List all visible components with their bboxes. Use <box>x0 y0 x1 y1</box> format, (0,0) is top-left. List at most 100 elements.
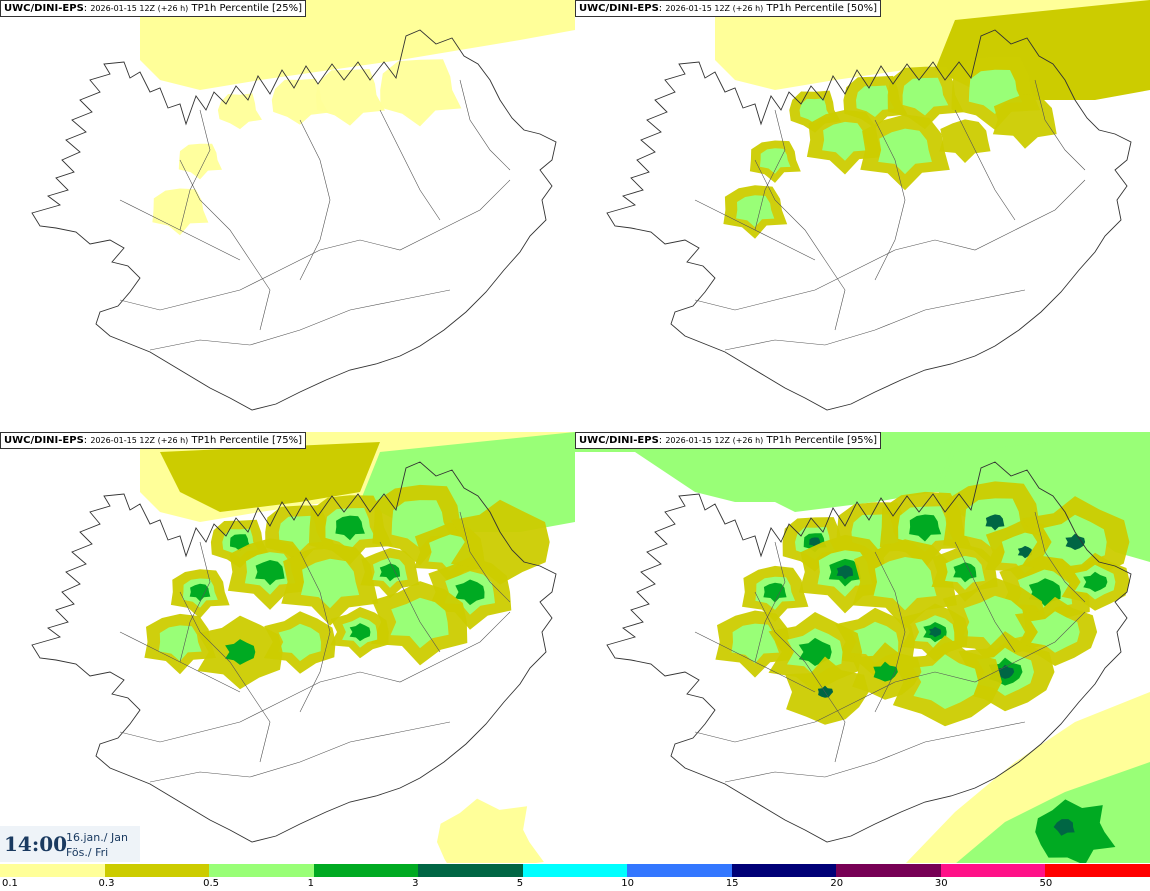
precip-area <box>817 685 834 698</box>
legend-tick-label: 1 <box>307 878 314 889</box>
precip-area <box>230 534 251 552</box>
precip-area <box>391 500 450 549</box>
road-line <box>754 159 846 331</box>
road-line <box>754 109 786 231</box>
road-line <box>379 541 441 653</box>
sea-precip-area <box>140 0 575 90</box>
legend-color-bar <box>0 864 1150 877</box>
legend-tick-label: 0.5 <box>203 878 219 889</box>
road-line <box>874 119 906 281</box>
legend-tick-label: 15 <box>725 878 739 889</box>
road-line <box>179 541 211 663</box>
precip-area <box>996 664 1015 679</box>
road-line <box>874 551 906 713</box>
precip-area <box>178 143 222 180</box>
precip-area <box>856 85 895 117</box>
legend-tick-label: 30 <box>934 878 948 889</box>
precip-area <box>968 69 1023 114</box>
valid-weekday: Fös./ Fri <box>66 846 109 859</box>
map-panel-p25: UWC/DINI-EPS: 2026-01-15 12Z (+26 h) TP1… <box>0 0 575 432</box>
precip-area <box>909 514 942 542</box>
precip-area <box>450 499 550 585</box>
precip-area <box>878 128 932 175</box>
sea-precip-area <box>1053 819 1075 836</box>
legend-swatch <box>627 864 732 877</box>
precip-area <box>953 562 977 583</box>
legend-tick-label: 0.1 <box>2 878 18 889</box>
legend-tick-label: 0.3 <box>98 878 115 889</box>
road-line <box>694 179 1086 311</box>
road-line <box>724 289 1026 351</box>
coastline <box>31 461 557 843</box>
precip-area <box>379 563 401 582</box>
coastline <box>606 29 1132 411</box>
legend-swatch <box>209 864 314 877</box>
precip-map <box>31 432 575 864</box>
legend-tick-label: 50 <box>1039 878 1053 889</box>
precip-area <box>985 514 1005 531</box>
valid-time: 14:00 <box>4 832 68 856</box>
precip-area <box>255 560 285 586</box>
precip-map <box>31 0 575 411</box>
precip-area <box>455 579 485 606</box>
map-panel-p50: UWC/DINI-EPS: 2026-01-15 12Z (+26 h) TP1… <box>575 0 1150 432</box>
road-line <box>379 109 441 221</box>
legend-swatch <box>0 864 105 877</box>
road-line <box>954 541 1016 653</box>
precip-area <box>992 93 1057 149</box>
legend-swatch <box>104 864 210 877</box>
valid-time-box: 14:00 16.jan./ Jan Fös./ Fri <box>0 826 140 862</box>
precip-area <box>271 78 329 125</box>
precip-area <box>315 69 385 126</box>
road-line <box>149 289 451 351</box>
precip-area <box>349 623 371 642</box>
precip-area <box>380 59 462 127</box>
coastline <box>606 461 1132 843</box>
road-line <box>1034 79 1086 171</box>
precip-area <box>902 77 949 116</box>
precip-area <box>217 93 262 130</box>
precip-area <box>809 537 821 548</box>
map-panel-p95: UWC/DINI-EPS: 2026-01-15 12Z (+26 h) TP1… <box>575 432 1150 864</box>
road-line <box>179 591 271 763</box>
legend-swatch <box>313 864 419 877</box>
road-line <box>754 591 846 763</box>
legend-swatch <box>522 864 628 877</box>
road-line <box>459 511 511 603</box>
sea-precip-area <box>160 442 380 512</box>
road-line <box>149 721 451 783</box>
road-line <box>724 721 1026 783</box>
legend-swatch <box>731 864 837 877</box>
sea-precip-area <box>437 798 544 864</box>
legend-swatch <box>836 864 941 877</box>
precip-area <box>390 597 449 649</box>
precip-area <box>836 565 854 580</box>
sea-precip-area <box>1035 799 1116 864</box>
precip-map <box>606 0 1150 411</box>
precip-area <box>763 582 787 603</box>
road-line <box>754 541 786 663</box>
panel-title: UWC/DINI-EPS: 2026-01-15 12Z (+26 h) TP1… <box>575 0 882 17</box>
precip-area <box>939 119 991 163</box>
color-legend: 0.1 0.3 0.5 1 3 5 10 15 20 30 50 <box>0 863 1150 891</box>
precip-area <box>929 626 942 638</box>
road-line <box>1034 511 1086 603</box>
precip-area <box>1065 533 1086 550</box>
precip-area <box>158 625 202 662</box>
road-line <box>459 79 511 171</box>
road-line <box>954 109 1016 221</box>
precip-area <box>189 583 211 602</box>
legend-swatch <box>940 864 1046 877</box>
precip-area <box>335 515 365 541</box>
precip-area <box>913 654 979 709</box>
precip-area <box>731 623 779 664</box>
panel-title: UWC/DINI-EPS: 2026-01-15 12Z (+26 h) TP1… <box>0 432 307 449</box>
precip-area <box>1017 545 1033 559</box>
precip-area <box>1083 571 1108 592</box>
panel-title: UWC/DINI-EPS: 2026-01-15 12Z (+26 h) TP1… <box>0 0 307 17</box>
precip-map <box>575 432 1150 864</box>
road-line <box>179 109 211 231</box>
road-line <box>179 159 271 331</box>
map-panel-p75: UWC/DINI-EPS: 2026-01-15 12Z (+26 h) TP1… <box>0 432 575 864</box>
precip-area <box>822 121 869 161</box>
